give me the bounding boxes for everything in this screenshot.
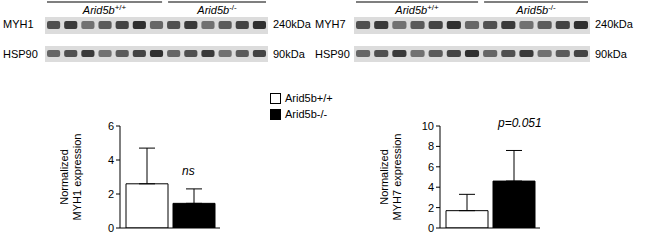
svg-text:90kDa: 90kDa <box>273 48 306 60</box>
svg-text:6: 6 <box>108 120 114 132</box>
svg-text:240kDa: 240kDa <box>595 18 634 30</box>
svg-text:0: 0 <box>428 222 434 234</box>
svg-text:NormalizedMYH1 expression: NormalizedMYH1 expression <box>60 134 83 221</box>
svg-text:HSP90: HSP90 <box>315 48 350 60</box>
svg-text:MYH7: MYH7 <box>315 18 346 30</box>
svg-text:4: 4 <box>428 181 434 193</box>
svg-text:Arid5b-/-: Arid5b-/- <box>515 3 556 16</box>
svg-text:NormalizedMYH7 expression: NormalizedMYH7 expression <box>380 134 403 221</box>
svg-text:6: 6 <box>428 161 434 173</box>
svg-text:8: 8 <box>428 140 434 152</box>
svg-text:Arid5b-/-: Arid5b-/- <box>196 3 237 16</box>
svg-text:HSP90: HSP90 <box>8 48 38 60</box>
svg-text:90kDa: 90kDa <box>595 48 628 60</box>
svg-text:Arid5b+/+: Arid5b+/+ <box>394 3 439 16</box>
svg-text:240kDa: 240kDa <box>273 18 312 30</box>
svg-text:2: 2 <box>428 202 434 214</box>
html-text:Arid5b+/+: Arid5b+/+ <box>285 92 333 104</box>
html-text:ns: ns <box>182 164 195 178</box>
svg-text:Arid5b+/+: Arid5b+/+ <box>82 3 127 16</box>
html-text:p=0.051: p=0.051 <box>498 116 542 130</box>
svg-text:MYH1: MYH1 <box>8 18 34 30</box>
svg-text:0: 0 <box>108 222 114 234</box>
svg-text:2: 2 <box>108 188 114 200</box>
svg-text:10: 10 <box>422 120 434 132</box>
html-text:Arid5b-/-: Arid5b-/- <box>285 108 328 120</box>
svg-text:4: 4 <box>108 154 114 166</box>
